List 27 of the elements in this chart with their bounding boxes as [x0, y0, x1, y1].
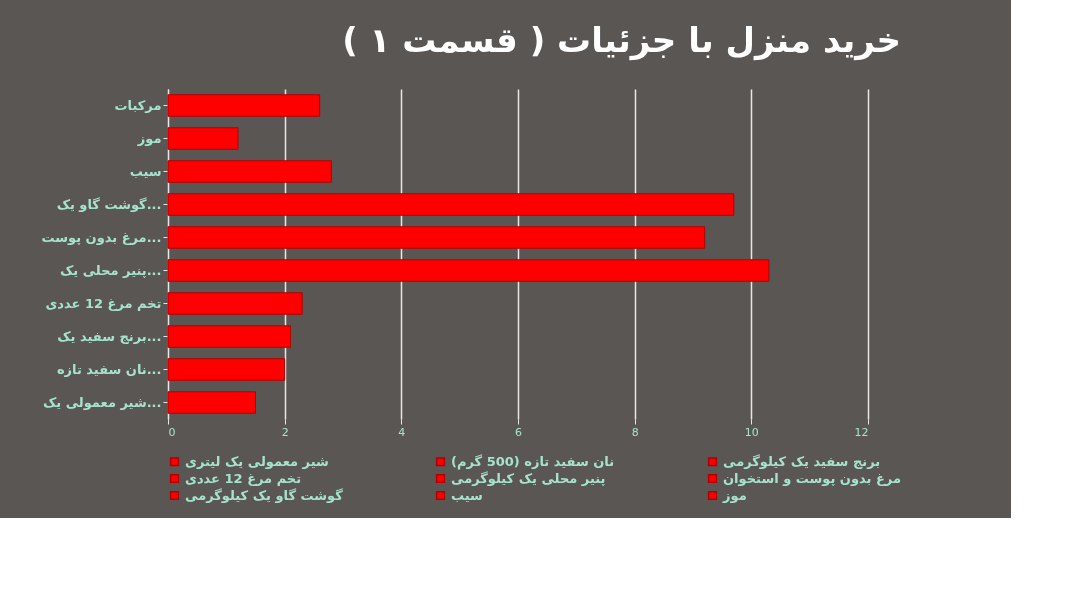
- y-tick-label: شیر معمولی یک...: [42, 394, 162, 410]
- y-tick-label: سیب: [129, 163, 162, 179]
- legend-label: سیب: [451, 487, 483, 503]
- legend-label: شیر معمولی یک لیتری: [185, 453, 329, 469]
- legend-label: تخم مرغ 12 عددی: [185, 470, 302, 486]
- legend-label: نان سفید تازه (500 گرم): [451, 453, 615, 470]
- legend-label: مرغ بدون پوست و استخوان: [723, 470, 901, 486]
- y-tick-label: موز: [136, 130, 162, 146]
- x-tick-label: 0: [168, 425, 176, 439]
- y-tick-label: نان سفید تازه...: [56, 361, 162, 377]
- y-tick-label: گوشت گاو یک...: [56, 196, 162, 212]
- y-tick-label: مرکبات: [114, 97, 162, 113]
- legend-label: پنیر محلی یک کیلوگرمی: [451, 470, 606, 486]
- y-tick-label: برنج سفید یک...: [57, 328, 162, 344]
- x-tick-label: 6: [515, 425, 522, 439]
- x-tick-label: 10: [744, 425, 759, 439]
- y-tick-label: تخم مرغ 12 عددی: [45, 295, 162, 311]
- y-tick-label: مرغ بدون پوست...: [41, 229, 162, 245]
- x-tick-label: 8: [631, 425, 639, 439]
- x-tick-label: 2: [281, 425, 289, 439]
- chart-title: خرید منزل با جزئیات ( قسمت ۱ ): [342, 20, 901, 61]
- y-tick-label: پنیر محلی یک...: [59, 262, 162, 278]
- x-tick-label: 12: [854, 425, 869, 439]
- legend-label: گوشت گاو یک کیلوگرمی: [185, 487, 344, 503]
- x-tick-label: 4: [398, 425, 406, 439]
- legend-label: موز: [722, 487, 747, 503]
- legend-label: برنج سفید یک کیلوگرمی: [723, 453, 881, 469]
